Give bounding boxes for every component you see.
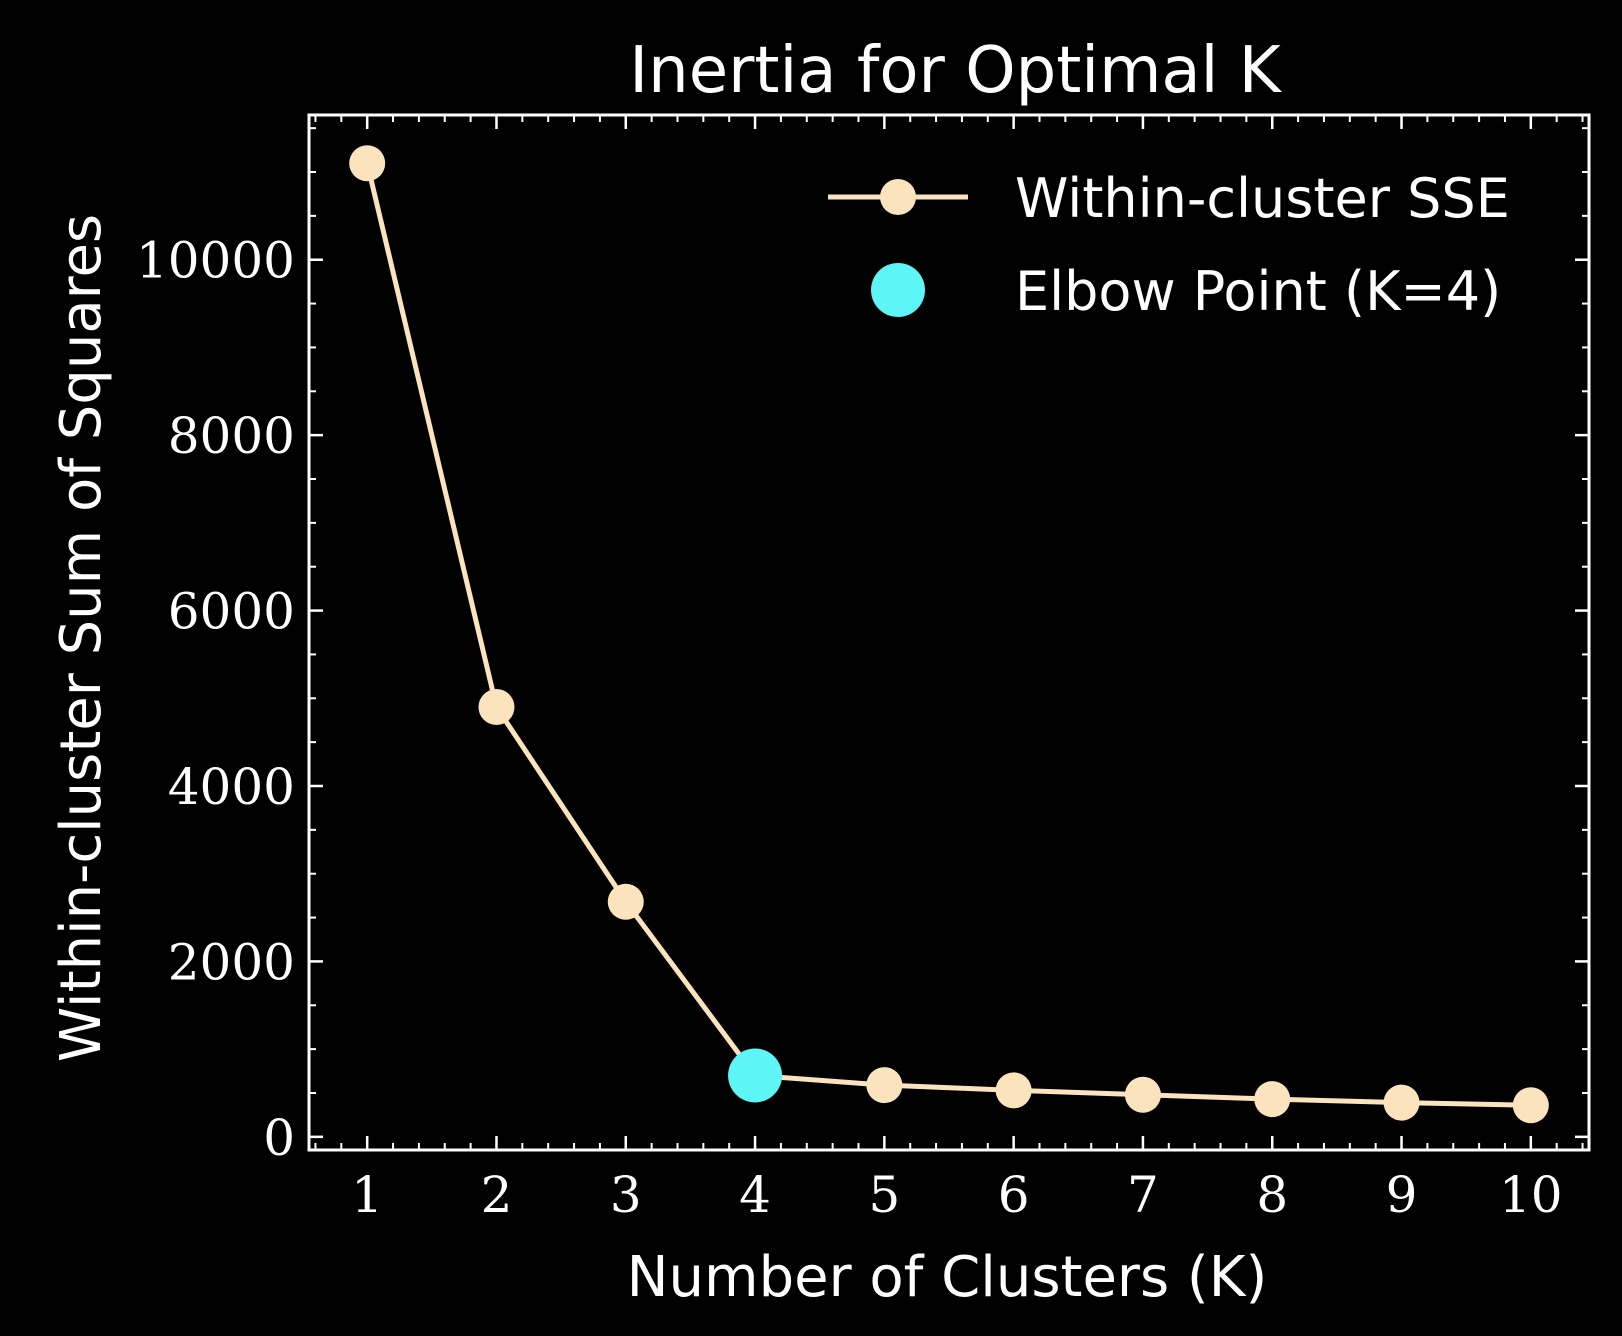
x-tick-label: 1 [351, 1166, 383, 1224]
data-point-k3 [607, 883, 644, 920]
y-tick-label: 4000 [168, 758, 295, 816]
data-point-k8 [1254, 1081, 1291, 1118]
legend-elbow-marker [871, 263, 925, 317]
data-point-k5 [866, 1067, 903, 1104]
data-point-k7 [1124, 1076, 1161, 1113]
x-tick-label: 4 [739, 1166, 771, 1224]
x-tick-label: 8 [1256, 1166, 1288, 1224]
legend-elbow-label: Elbow Point (K=4) [1015, 260, 1501, 323]
chart-title: Inertia for Optimal K [629, 34, 1282, 108]
x-tick-label: 5 [868, 1166, 900, 1224]
data-point-k6 [995, 1072, 1032, 1109]
legend: Within-cluster SSE Elbow Point (K=4) [828, 167, 1510, 323]
y-tick-label: 10000 [136, 232, 295, 290]
data-point-k2 [478, 689, 515, 726]
series-layer [349, 145, 1549, 1124]
y-tick-label: 8000 [168, 407, 295, 465]
x-tick-label: 10 [1499, 1166, 1563, 1224]
elbow-point-marker [728, 1048, 783, 1103]
y-axis-label: Within-cluster Sum of Squares [49, 214, 114, 1062]
y-tick-label: 2000 [168, 933, 295, 991]
x-tick-label: 9 [1386, 1166, 1418, 1224]
x-tick-label: 3 [610, 1166, 642, 1224]
axis-ticks: 1 2 3 4 5 6 7 8 9 10 0 2000 4000 6000 8000 10000 [136, 115, 1589, 1224]
y-tick-label: 6000 [168, 583, 295, 641]
legend-sse-label: Within-cluster SSE [1015, 167, 1510, 230]
x-axis-label: Number of Clusters (K) [627, 1245, 1268, 1310]
data-point-k9 [1383, 1084, 1420, 1121]
plot-frame [307, 113, 1591, 1152]
x-tick-label: 2 [481, 1166, 513, 1224]
x-tick-label: 6 [998, 1166, 1030, 1224]
x-tick-label: 7 [1127, 1166, 1159, 1224]
y-tick-label: 0 [263, 1109, 295, 1167]
data-point-k1 [349, 145, 386, 182]
legend-sse-marker [880, 179, 916, 215]
series-line-within-cluster-sse [364, 162, 1531, 1108]
data-point-k10 [1512, 1087, 1549, 1124]
